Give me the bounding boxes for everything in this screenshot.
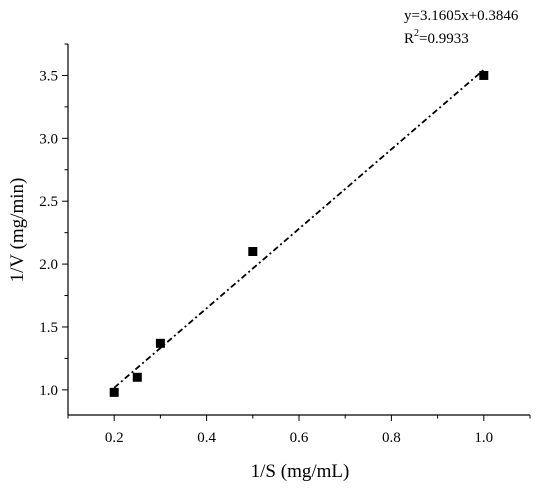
data-points [109,70,489,397]
y-tick-label: 2.5 [39,194,58,210]
y-axis-label: 1/V (mg/min) [7,178,28,283]
x-tick-label: 0.4 [197,430,216,446]
fit-r-squared: R2=0.9933 [404,28,469,47]
y-tick-label: 3.5 [39,68,58,84]
data-point [479,70,489,80]
y-tick-label: 1.0 [39,383,58,399]
ticks: 0.2 0.4 0.6 0.8 1.0 1.0 1.5 2.0 2.5 3.0 3.5 [39,43,531,446]
data-point [132,372,142,382]
data-point [155,338,165,348]
y-tick-label: 1.5 [39,320,58,336]
x-axis-label: 1/S (mg/mL) [251,461,350,482]
data-point [109,387,119,397]
fit-line-group [113,69,485,389]
fit-line [113,69,485,389]
fit-equation: y=3.1605x+0.3846 [404,8,519,24]
x-tick-label: 0.8 [382,430,401,446]
x-tick-label: 0.6 [290,430,309,446]
x-tick-label: 0.2 [105,430,124,446]
x-tick-label: 1.0 [474,430,493,446]
data-point [248,247,258,257]
y-tick-label: 2.0 [39,257,58,273]
y-tick-label: 3.0 [39,131,58,147]
